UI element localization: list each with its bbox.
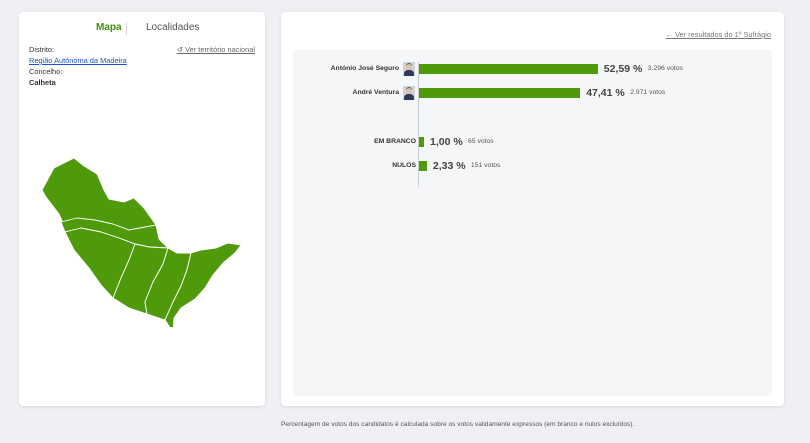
distrito-link[interactable]: Região Autónoma da Madeira <box>29 56 127 65</box>
vote-count: 3.296 votos <box>647 65 683 72</box>
ver-territorio-nacional-link[interactable]: ↺ Ver território nacional <box>177 45 255 55</box>
footnote: Percentagem de votos dos candidatos é ca… <box>281 421 635 428</box>
tab-mapa[interactable]: Mapa <box>96 22 122 33</box>
ver-primeiro-sufragio-label: Ver resultados do 1º Sufrágio <box>675 30 771 39</box>
null-votes-label: NULOS <box>392 162 416 169</box>
map-card: Mapa Localidades Distrito: Região Autóno… <box>19 12 265 406</box>
vote-bar <box>419 64 598 74</box>
candidate-photo <box>403 62 415 76</box>
bars-axis <box>418 62 419 187</box>
vote-bar <box>419 137 424 147</box>
view-tabs: Mapa Localidades <box>19 22 265 42</box>
vote-percent: 52,59 % <box>603 63 643 75</box>
candidate-row: António José Seguro 52,59 % 3.296 votos <box>293 62 772 76</box>
vote-percent: 2,33 % <box>432 160 466 172</box>
vote-count: 151 votos <box>470 162 501 169</box>
undo-arrow-icon: ↺ <box>176 45 184 54</box>
results-panel: António José Seguro 52,59 % 3.296 votos … <box>293 50 772 396</box>
distrito-label: Distrito: <box>29 45 55 54</box>
tab-divider <box>126 22 127 35</box>
blank-votes-row: EM BRANCO 1,00 % 65 votos <box>293 135 772 149</box>
vote-percent: 1,00 % <box>430 136 463 148</box>
vote-count: 2.971 votos <box>630 89 666 96</box>
ver-territorio-nacional-label: Ver território nacional <box>185 45 255 54</box>
tab-localidades[interactable]: Localidades <box>146 22 200 33</box>
candidate-name: André Ventura <box>352 89 399 96</box>
vote-bar <box>419 161 427 171</box>
concelho-value: Calheta <box>29 78 56 87</box>
vote-count: 65 votos <box>468 138 494 145</box>
arrow-left-icon: ← <box>665 30 673 39</box>
candidate-row: André Ventura 47,41 % 2.971 votos <box>293 86 772 100</box>
candidate-photo <box>403 86 415 100</box>
blank-votes-label: EM BRANCO <box>374 138 416 145</box>
null-votes-row: NULOS 2,33 % 151 votos <box>293 159 772 173</box>
ver-primeiro-sufragio-link[interactable]: ← Ver resultados do 1º Sufrágio <box>666 30 771 40</box>
vote-bar <box>419 88 581 98</box>
concelho-label: Concelho: <box>29 67 63 76</box>
results-card: ← Ver resultados do 1º Sufrágio António … <box>281 12 784 406</box>
candidate-name: António José Seguro <box>330 65 399 72</box>
concelho-map[interactable] <box>29 142 254 327</box>
map-region[interactable] <box>164 242 242 327</box>
vote-percent: 47,41 % <box>586 87 625 99</box>
